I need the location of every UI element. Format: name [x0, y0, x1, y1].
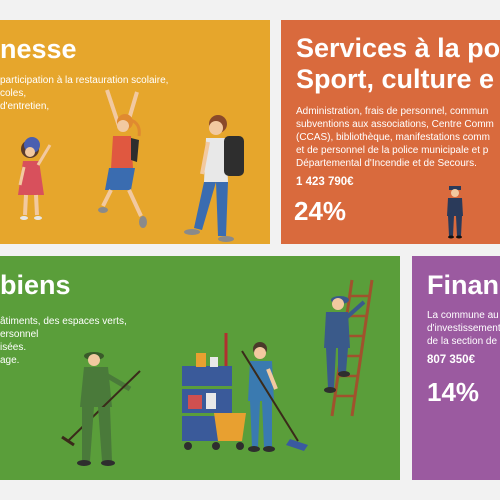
description-line: Départemental d'Incendie et de Secours. [296, 158, 477, 169]
description-line: coles, [0, 88, 27, 99]
amount-value: 1 423 790€ [296, 176, 354, 188]
panel-title: Finan [427, 270, 499, 300]
panel-title-line-2: Sport, culture e [296, 64, 495, 94]
cleaning-cart-icon [182, 333, 246, 450]
description-line: (CCAS), bibliothèque, manifestations com… [296, 132, 490, 143]
description-line: d'entretien, [0, 101, 50, 112]
gardener-raking-icon [61, 352, 141, 466]
child-jumping-icon [98, 89, 147, 228]
description-line: subventions aux associations, Centre Com… [296, 119, 494, 130]
panel-title: biens [0, 270, 71, 300]
panel-jeunesse: nesse participation à la restauration sc… [0, 20, 270, 244]
child-girl-icon [18, 137, 52, 220]
description-line: ersonnel [0, 329, 39, 340]
panel-finances: Finan La commune au d'investissement de … [412, 256, 500, 480]
panel-services: Services à la po Sport, culture e Admini… [281, 20, 500, 244]
police-officer-icon [447, 186, 463, 239]
panel-title: nesse [0, 34, 77, 64]
description-line: La commune au [427, 310, 499, 321]
percent-value: 24% [294, 196, 347, 226]
panel-biens: biens âtiments, des espaces verts, erson… [0, 256, 400, 480]
description-line: Administration, frais de personnel, comm… [296, 106, 489, 117]
amount-value: 807 350€ [427, 354, 475, 366]
description-line: isées. [0, 342, 27, 353]
description-line: de la section de [427, 336, 498, 347]
teen-backpack-icon [184, 115, 244, 242]
description-line: d'investissement [427, 323, 500, 334]
description-line: âtiments, des espaces verts, [0, 316, 127, 327]
worker-ladder-icon [324, 279, 374, 417]
description-line: participation à la restauration scolaire… [0, 75, 169, 86]
description-line: age. [0, 355, 20, 366]
percent-value: 14% [427, 377, 480, 407]
panel-title-line-1: Services à la po [296, 33, 500, 63]
description-line: et de personnel de la police municipale … [296, 145, 489, 156]
janitor-mopping-icon [241, 342, 308, 452]
